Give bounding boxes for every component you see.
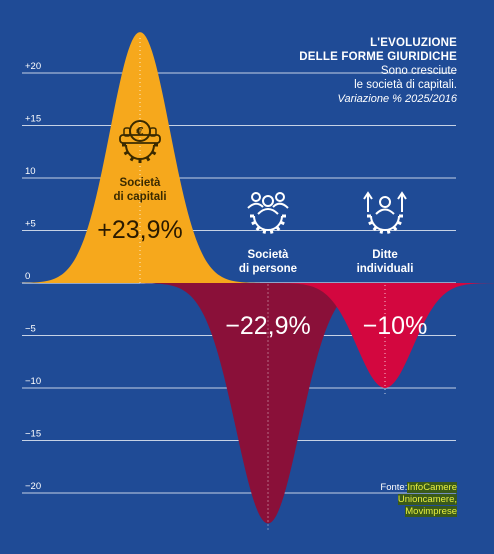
source-label: Fonte: bbox=[380, 482, 408, 493]
category-label-persone: Società bbox=[248, 249, 290, 261]
y-tick-label: +5 bbox=[25, 219, 36, 230]
y-tick-label: +15 bbox=[25, 114, 41, 125]
chart-title-line1: L'EVOLUZIONE bbox=[370, 37, 457, 49]
category-label-capitali: di capitali bbox=[113, 191, 166, 203]
value-label-capitali: +23,9% bbox=[97, 216, 183, 244]
source-line2: Unioncamere, bbox=[397, 494, 457, 505]
y-tick-label: −5 bbox=[25, 324, 36, 335]
chart-subtitle-line1: Sono cresciute bbox=[380, 65, 457, 77]
y-tick-label: 0 bbox=[25, 271, 30, 282]
source-note: Fonte:InfoCamere Unioncamere, Movimprese bbox=[380, 482, 457, 518]
y-tick-label: −20 bbox=[25, 481, 41, 492]
category-label-individuali: individuali bbox=[357, 263, 414, 275]
chart-title-line2: DELLE FORME GIURIDICHE bbox=[299, 51, 457, 63]
title-block: L'EVOLUZIONE DELLE FORME GIURIDICHE Sono… bbox=[299, 36, 457, 106]
variation-label: Variazione % 2025/2016 bbox=[337, 93, 457, 105]
area-capitali bbox=[20, 32, 260, 283]
y-tick-label: +20 bbox=[25, 61, 41, 72]
arrows-gear-icon bbox=[363, 191, 407, 234]
y-tick-label: 10 bbox=[25, 166, 36, 177]
chart-subtitle-line2: le società di capitali. bbox=[354, 79, 457, 91]
category-label-persone: di persone bbox=[239, 263, 297, 275]
source-line1: InfoCamere bbox=[407, 482, 457, 493]
source-line3: Movimprese bbox=[405, 506, 457, 517]
coins-gear-icon: € bbox=[119, 120, 161, 163]
y-tick-label: −15 bbox=[25, 429, 41, 440]
value-label-persone: −22,9% bbox=[225, 312, 311, 340]
area-individuali bbox=[273, 283, 494, 388]
people-gear-icon bbox=[247, 192, 289, 234]
category-label-individuali: Ditte bbox=[372, 249, 398, 261]
y-tick-label: −10 bbox=[25, 376, 41, 387]
svg-text:€: € bbox=[135, 125, 144, 138]
value-label-individuali: −10% bbox=[363, 312, 428, 340]
area-persone bbox=[140, 283, 396, 524]
category-label-capitali: Società bbox=[120, 177, 162, 189]
